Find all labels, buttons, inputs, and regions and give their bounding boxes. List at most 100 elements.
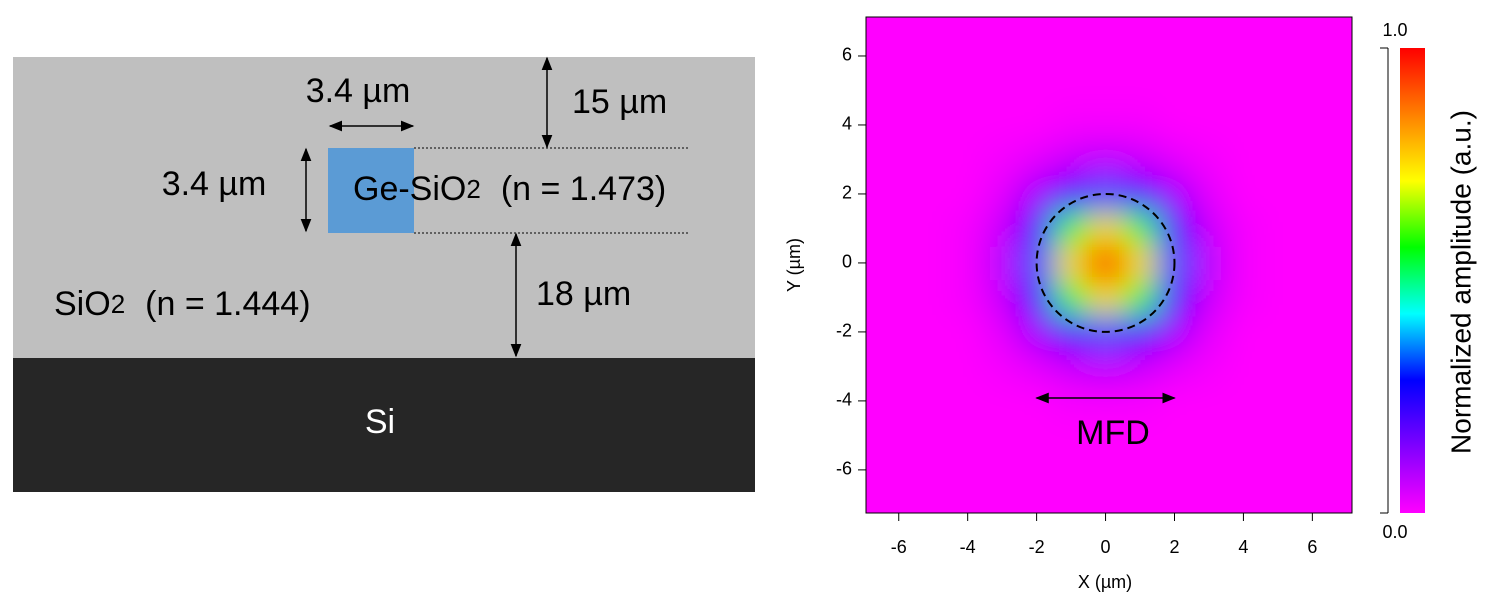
heatmap-cell [984, 211, 1020, 247]
heatmap-cell [1053, 107, 1089, 143]
heatmap-cell [915, 314, 951, 350]
plot-frame [865, 16, 1353, 514]
heatmap-cell [1053, 142, 1089, 178]
heatmap-cell [915, 452, 951, 488]
heatmap-cell [866, 211, 883, 247]
heatmap-cell [1191, 38, 1227, 74]
heatmap-cell [1019, 452, 1055, 488]
heatmap-cell [881, 383, 917, 419]
heatmap-cell [1329, 280, 1352, 316]
heatmap-cell [866, 38, 883, 74]
heatmap-cell [866, 17, 883, 40]
heatmap-cell [866, 176, 883, 212]
label: 2 [466, 174, 480, 204]
heatmap-cell [1260, 107, 1296, 143]
heatmap-cell [1260, 142, 1296, 178]
heatmap-cell [915, 38, 951, 74]
heatmap-cell [1191, 418, 1227, 454]
heatmap-cell [1260, 314, 1296, 350]
heatmap-cell [915, 383, 951, 419]
label: Si [365, 403, 395, 441]
heatmap-cell [984, 176, 1020, 212]
heatmap-cell [1053, 211, 1089, 247]
colorbar-tick-label: 0.0 [1382, 522, 1407, 542]
heatmap-cell [866, 107, 883, 143]
heatmap-cell [1157, 176, 1193, 212]
heatmap-cell [1329, 245, 1352, 281]
label: 3.4 µm [162, 165, 267, 203]
heatmap-cell [1226, 17, 1262, 40]
y-axis-label: Y (µm) [784, 238, 804, 292]
heatmap-cell [1053, 176, 1089, 212]
label: SiO [54, 285, 111, 323]
heatmap-cell [881, 142, 917, 178]
heatmap-cell [1019, 211, 1055, 247]
heatmap-cell [1157, 383, 1193, 419]
label: (n = 1.444) [145, 285, 310, 323]
heatmap-cell [984, 349, 1020, 385]
heatmap-cell [984, 73, 1020, 109]
heatmap-cell [866, 349, 883, 385]
heatmap-cell [1329, 211, 1352, 247]
y-tick-label: 2 [842, 183, 852, 203]
heatmap-cell [1329, 142, 1352, 178]
heatmap-cell [984, 383, 1020, 419]
heatmap-cell [1260, 383, 1296, 419]
x-tick-label: 0 [1101, 537, 1111, 557]
heatmap-cell [1329, 314, 1352, 350]
heatmap-cell [1260, 17, 1296, 40]
heatmap-cell [1260, 245, 1296, 281]
heatmap-cell [1088, 17, 1124, 40]
heatmap-cell [1088, 211, 1124, 247]
heatmap-cell [881, 349, 917, 385]
heatmap-cell [881, 38, 917, 74]
heatmap-cell [1157, 487, 1193, 513]
heatmap-cell [1226, 452, 1262, 488]
heatmap-cell [915, 17, 951, 40]
heatmap-cell [1329, 383, 1352, 419]
heatmap-cell [1019, 73, 1055, 109]
heatmap-cell [950, 487, 986, 513]
heatmap-cell [1122, 280, 1158, 316]
heatmap-cell [1019, 487, 1055, 513]
heatmap-cell [866, 280, 883, 316]
heatmap-cell [1019, 107, 1055, 143]
y-tick-label: 0 [842, 252, 852, 272]
x-tick-label: -6 [891, 537, 907, 557]
heatmap-cell [1053, 452, 1089, 488]
heatmap-cell [1260, 452, 1296, 488]
heatmap-cell [866, 142, 883, 178]
heatmap-cell [1191, 314, 1227, 350]
heatmap-cell [915, 211, 951, 247]
x-tick-label: -2 [1029, 537, 1045, 557]
heatmap-cell [1191, 176, 1227, 212]
heatmap-cell [1088, 73, 1124, 109]
heatmap-cell [915, 176, 951, 212]
x-axis-label: X (µm) [1078, 572, 1132, 592]
heatmap-cell [1122, 487, 1158, 513]
heatmap-cell [1019, 349, 1055, 385]
heatmap-cell [1226, 73, 1262, 109]
heatmap-cell [1260, 73, 1296, 109]
substrate [13, 358, 755, 492]
heatmap-cell [1260, 38, 1296, 74]
label: 3.4 µm [306, 72, 411, 110]
heatmap-cell [1191, 211, 1227, 247]
label: SiO2 (n = 1.444) [54, 285, 311, 323]
heatmap-cell [1226, 211, 1262, 247]
heatmap-cell [950, 73, 986, 109]
heatmap-cell [1122, 314, 1158, 350]
heatmap-cell [984, 38, 1020, 74]
heatmap-cell [881, 73, 917, 109]
heatmap-cell [1019, 280, 1055, 316]
heatmap-cell [1088, 487, 1124, 513]
heatmap-cell [1088, 280, 1124, 316]
heatmap-cell [984, 245, 1020, 281]
colorbar-tick-label: 1.0 [1382, 20, 1407, 40]
heatmap-cell [1019, 314, 1055, 350]
heatmap-cell [1329, 17, 1352, 40]
heatmap-cell [1122, 107, 1158, 143]
heatmap-cell [1295, 73, 1331, 109]
heatmap-cell [1157, 211, 1193, 247]
label: 18 µm [536, 275, 631, 313]
